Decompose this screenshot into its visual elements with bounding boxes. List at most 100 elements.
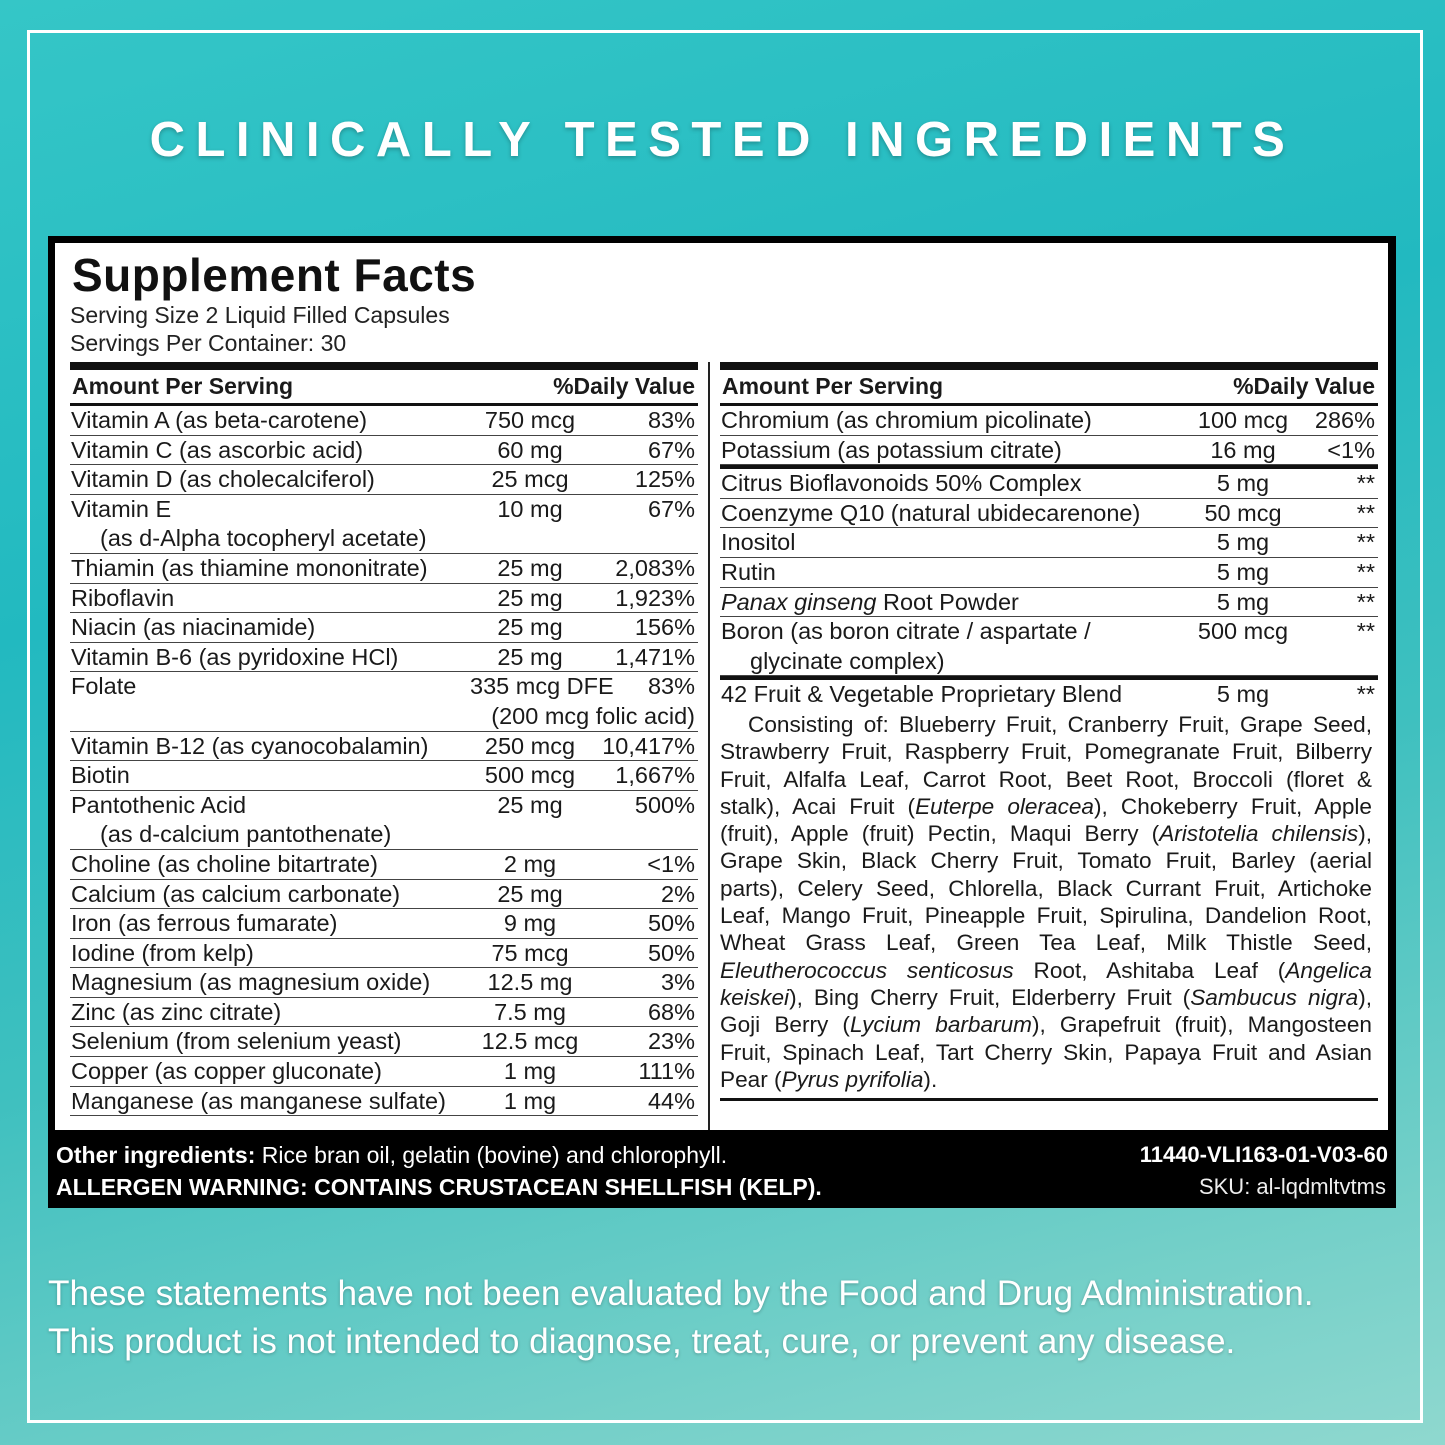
allergen-warning: ALLERGEN WARNING: CONTAINS CRUSTACEAN SH… — [56, 1174, 822, 1200]
daily-value: 83% — [647, 673, 695, 700]
nutrient-amount: 25 mg — [497, 554, 563, 581]
nutrient-amount: 250 mcg — [484, 732, 576, 759]
nutrient-name: Thiamin (as thiamine mononitrate) — [71, 554, 428, 581]
nutrient-amount: 10 mg — [497, 495, 563, 522]
daily-value: 68% — [647, 998, 695, 1025]
text-segment: ). — [923, 1066, 938, 1092]
nutrient-name: Niacin (as niacinamide) — [71, 614, 316, 641]
text-segment: Consisting of: Blueberry Fruit, Cranberr… — [720, 711, 1372, 819]
nutrient-amount: 5 mg — [1216, 529, 1270, 556]
daily-value: 500% — [634, 791, 695, 818]
nutrient-row: Citrus Bioflavonoids 50% Complex 5 mg ** — [720, 469, 1378, 499]
nutrient-name: Biotin — [71, 762, 130, 789]
blend-text: Consisting of: Blueberry Fruit, Cranberr… — [720, 711, 1372, 1093]
nutrient-amount: 25 mcg — [491, 466, 569, 493]
nutrient-amount: 75 mcg — [491, 939, 569, 966]
nutrient-row: Selenium (from selenium yeast) 12.5 mcg 23… — [70, 1027, 698, 1058]
text-segment: Pyrus pyrifolia — [781, 1066, 924, 1092]
nutrient-row: Thiamin (as thiamine mononitrate) 25 mg 2,… — [70, 554, 698, 584]
other-label: Other ingredients: — [56, 1142, 256, 1168]
nutrient-row: Vitamin A (as beta-carotene) 750 mcg 83% — [70, 406, 698, 436]
daily-value: 2,083% — [615, 554, 695, 581]
nutrient-row: Potassium (as potassium citrate) 16 mg <1% — [720, 436, 1378, 466]
nutrient-name: Citrus Bioflavonoids 50% Complex — [721, 470, 1082, 497]
nutrient-amount: 500 mcg — [1197, 618, 1289, 645]
nutrient-name: Copper (as copper gluconate) — [71, 1058, 382, 1085]
nutrient-name: Riboflavin — [71, 584, 175, 611]
nutrient-amount: 100 mcg — [1197, 407, 1289, 433]
daily-value: 67% — [647, 436, 695, 463]
sku: SKU: al-lqdmltvtms — [1198, 1174, 1386, 1199]
nutrient-amount: 12.5 mg — [487, 969, 573, 996]
daily-value: ** — [1356, 558, 1375, 585]
text-segment: Lycium barbarum — [849, 1012, 1032, 1038]
nutrient-amount: 25 mg — [497, 584, 563, 611]
nutrient-row: Folate 335 mcg DFE 83% (200 mcg folic acid) — [70, 672, 698, 732]
nutrient-name: Folate — [71, 673, 137, 700]
nutrient-amount: 25 mg — [497, 880, 563, 907]
text-segment: Eleutherococcus senticosus — [720, 957, 1014, 983]
text-segment: ), Grape Skin, Black Cherry Fruit, Tomat… — [720, 821, 1372, 956]
nutrient-row: Iodine (from kelp) 75 mcg 50% — [70, 939, 698, 969]
text-segment: Panax ginseng — [721, 588, 877, 615]
nutrient-row: Manganese (as manganese sulfate) 1 mg 44% — [70, 1087, 698, 1117]
text-segment: Euterpe oleracea — [915, 793, 1094, 819]
frame — [27, 30, 1423, 1423]
nutrient-row: Boron (as boron citrate / aspartate / gly… — [720, 617, 1378, 677]
header-amount: Amount Per Serving — [722, 373, 944, 399]
nutrient-name: Magnesium (as magnesium oxide) — [71, 969, 431, 996]
nutrient-row: Chromium (as chromium picolinate) 100 mcg… — [720, 406, 1378, 436]
nutrient-amount: 500 mcg — [484, 762, 576, 789]
nutrient-name: Pantothenic Acid — [71, 791, 247, 818]
text-segment: ), Bing Cherry Fruit, Elderberry Fruit ( — [789, 984, 1191, 1010]
disclaimer-line: These statements have not been evaluated… — [48, 1274, 1314, 1313]
daily-value: ** — [1356, 470, 1375, 497]
daily-value: <1% — [1327, 436, 1375, 463]
nutrient-row: Magnesium (as magnesium oxide) 12.5 mg 3% — [70, 968, 698, 998]
nutrient-name: Vitamin A (as beta-carotene) — [71, 407, 368, 433]
nutrient-name: Rutin — [721, 558, 776, 585]
nutrient-name: Chromium (as chromium picolinate) — [721, 407, 1092, 433]
daily-value: 1,471% — [615, 643, 695, 670]
headline: CLINICALLY TESTED INGREDIENTS — [149, 113, 1296, 167]
nutrient-row: Copper (as copper gluconate) 1 mg 111% — [70, 1057, 698, 1087]
text-segment: ), Goji Berry ( — [720, 984, 1373, 1038]
nutrient-row: Niacin (as niacinamide) 25 mg 156% — [70, 613, 698, 643]
daily-value: 83% — [647, 407, 695, 433]
nutrient-row: Riboflavin 25 mg 1,923% — [70, 584, 698, 614]
daily-value: ** — [1356, 499, 1375, 526]
amount-detail: (200 mcg folic acid) — [491, 702, 695, 729]
other-text: Rice bran oil, gelatin (bovine) and chlo… — [261, 1142, 728, 1168]
nutrient-row: Iron (as ferrous fumarate) 9 mg 50% — [70, 909, 698, 939]
daily-value: 1,923% — [615, 584, 695, 611]
nutrient-detail: (as d-calcium pantothenate) — [100, 821, 392, 848]
nutrient-row: Vitamin B-12 (as cyanocobalamin) 250 mcg 1… — [70, 732, 698, 762]
nutrient-name: Vitamin E — [71, 495, 172, 522]
text-segment: Root Powder — [876, 588, 1019, 615]
serving-size: Serving Size 2 Liquid Filled Capsules — [70, 302, 450, 328]
nutrient-row: Inositol 5 mg ** — [720, 528, 1378, 558]
daily-value: 23% — [647, 1028, 695, 1055]
daily-value: 50% — [647, 939, 695, 966]
column-divider — [708, 362, 710, 1130]
daily-value: 1,667% — [615, 762, 695, 789]
nutrient-row: Panax ginseng Root Powder 5 mg ** — [720, 588, 1378, 618]
nutrient-row: Vitamin E (as d-Alpha tocopheryl acetate)… — [70, 495, 698, 554]
daily-value: <1% — [647, 850, 695, 877]
daily-value: 67% — [647, 495, 695, 522]
facts-title: Supplement Facts — [72, 249, 477, 301]
nutrient-name: Zinc (as zinc citrate) — [71, 998, 282, 1025]
daily-value: 111% — [638, 1058, 695, 1085]
nutrient-amount: 9 mg — [503, 910, 557, 937]
nutrient-name: Manganese (as manganese sulfate) — [71, 1087, 446, 1114]
nutrient-name: Vitamin B-6 (as pyridoxine HCl) — [71, 643, 399, 670]
nutrient-amount: 16 mg — [1210, 436, 1276, 463]
nutrient-detail: glycinate complex) — [750, 647, 945, 674]
left-column: Amount Per Serving %Daily Value Vitamin … — [70, 362, 698, 1117]
nutrient-amount: 1 mg — [503, 1058, 557, 1085]
row-group: Chromium (as chromium picolinate) 100 mcg… — [720, 406, 1378, 466]
nutrient-amount: 25 mg — [497, 643, 563, 670]
daily-value: 50% — [647, 910, 695, 937]
text-segment: ), Grapefruit (fruit), Mangosteen Fruit,… — [720, 1012, 1372, 1092]
